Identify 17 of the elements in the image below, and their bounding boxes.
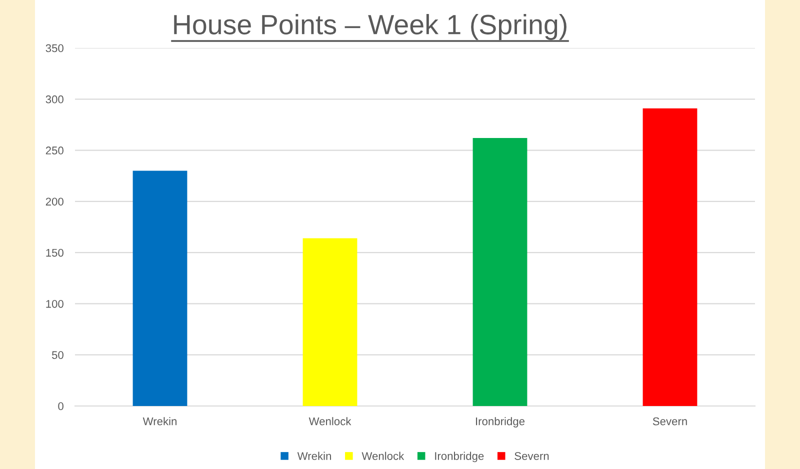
y-tick-label: 250 [46,146,64,154]
legend-label: Wenlock [362,452,404,460]
x-tick-label: Severn [652,417,687,426]
y-tick-label: 100 [46,300,64,308]
y-tick-label: 150 [46,248,64,257]
y-tick-label: 300 [46,95,64,104]
legend-label: Ironbridge [435,452,484,462]
chart-title: House Points – Week 1 (Spring) [174,14,566,40]
legend-label: Severn [514,452,549,460]
y-tick-label: 50 [52,351,64,359]
x-tick-label: Wrekin [142,417,176,426]
legend-label: Wrekin [297,452,331,460]
y-tick-label: 200 [46,198,64,206]
y-tick-label: 350 [46,44,64,52]
x-tick-label: Wenlock [308,417,352,426]
y-tick-label: 0 [58,402,64,410]
x-tick-label: Ironbridge [476,417,525,428]
